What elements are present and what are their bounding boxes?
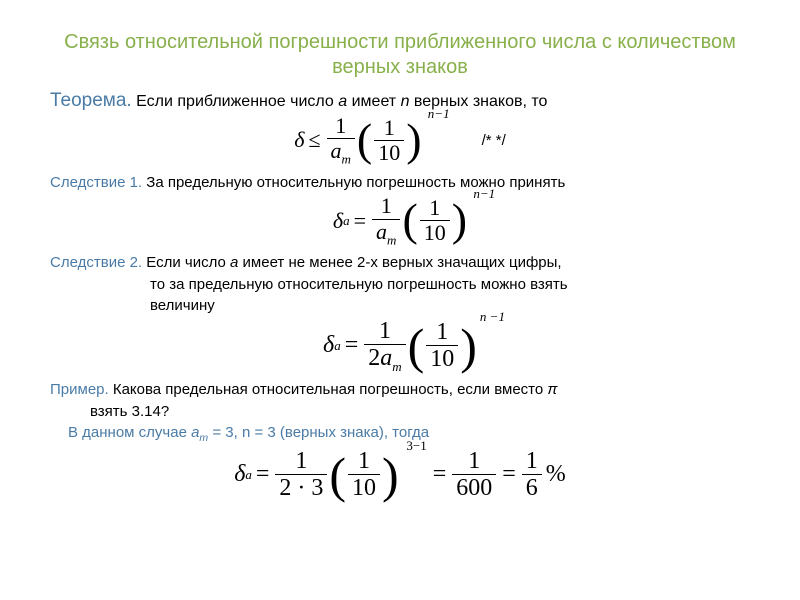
corollary1-text: За предельную относительную погрешность … <box>146 174 565 191</box>
example-line1: Пример. Какова предельная относительная … <box>50 380 750 400</box>
formula-c1: δa = 1 am ( 1 10 ) n−1 <box>50 194 750 247</box>
theorem-var-a: a <box>338 93 347 110</box>
theorem-label: Теорема. <box>50 90 132 111</box>
formula-theorem: δ ≤ 1 am ( 1 10 ) n−1 /* */ <box>50 114 750 167</box>
example-answer-line: В данном случае am = 3, n = 3 (верных зн… <box>50 423 750 446</box>
f1-lhs: δ <box>294 127 304 153</box>
example-line2: взять 3.14? <box>50 402 750 422</box>
f1-paren: ( 1 10 ) n−1 <box>357 116 422 165</box>
corollary1-label: Следствие 1. <box>50 174 142 191</box>
example-label: Пример. <box>50 381 109 398</box>
corollary-1: Следствие 1. За предельную относительную… <box>50 173 750 193</box>
corollary-2-line3: величину <box>50 296 750 316</box>
formula-c2: δa = 1 2am ( 1 10 ) n −1 <box>50 318 750 374</box>
theorem-comment: /* */ <box>482 132 506 149</box>
f1-frac1: 1 am <box>327 114 355 167</box>
formula-example: δa = 1 2 · 3 ( 1 10 ) 3−1 = 1 600 = 1 <box>50 448 750 502</box>
corollary2-label: Следствие 2. <box>50 254 142 271</box>
theorem-text-2: имеет <box>347 93 400 110</box>
f1-exp: n−1 <box>428 106 450 122</box>
page-title: Связь относительной погрешности приближе… <box>50 30 750 80</box>
f1-rel: ≤ <box>308 127 320 153</box>
corollary-2-line1: Следствие 2. Если число a имеет не менее… <box>50 253 750 273</box>
theorem-statement: Теорема. Если приближенное число a имеет… <box>50 90 750 112</box>
corollary-2-line2: то за предельную относительную погрешнос… <box>50 275 750 295</box>
theorem-text-1: Если приближенное число <box>136 93 338 110</box>
